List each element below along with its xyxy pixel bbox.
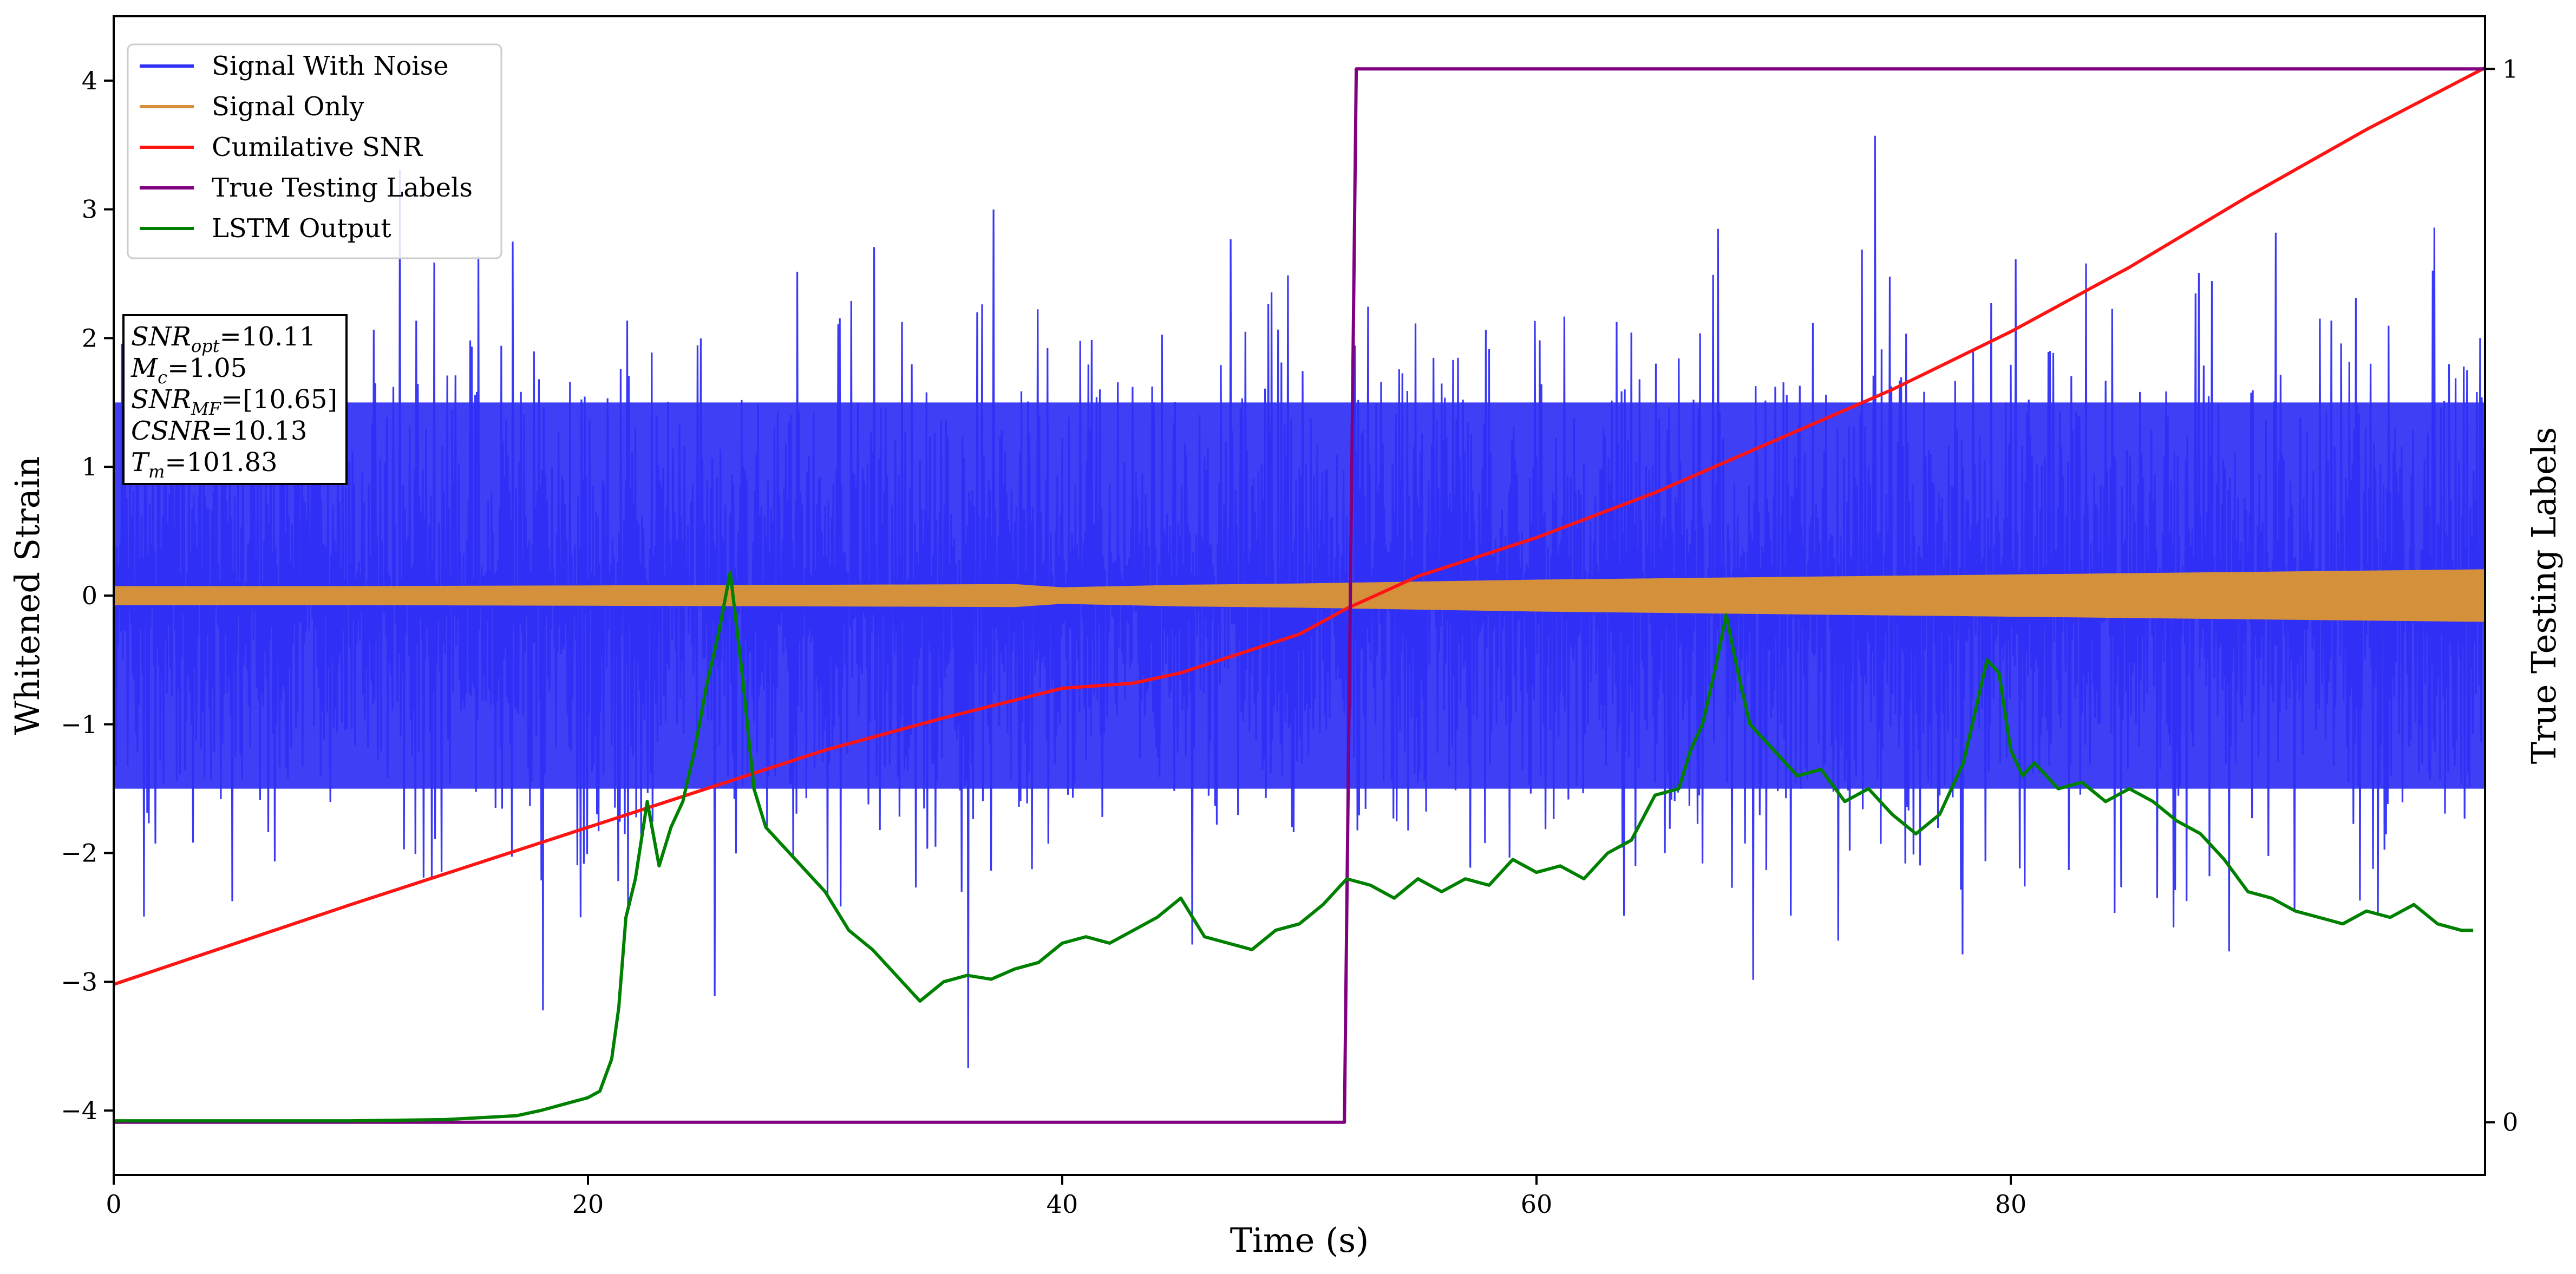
x-axis-ticks: 0 20 40 60 80	[106, 1175, 2026, 1219]
info-box: SNRopt=10.11Mc=1.05SNRMF=[10.65]CSNR=10.…	[122, 314, 348, 485]
legend-label-signal-with-noise: Signal With Noise	[212, 51, 449, 81]
legend-label-cumilative-snr: Cumilative SNR	[212, 132, 423, 162]
x-tick-label: 80	[1995, 1190, 2027, 1219]
info-value: =10.13	[211, 416, 308, 446]
y-tick-label: 2	[82, 323, 97, 352]
y-axis-title: Whitened Strain	[8, 456, 47, 735]
series-layer	[114, 66, 2485, 1124]
info-value: =10.11	[220, 322, 316, 352]
series-cumilative-snr-line	[114, 66, 2485, 986]
legend-label-signal-only: Signal Only	[212, 92, 364, 122]
y2-axis-ticks: 01	[2485, 54, 2518, 1137]
y-tick-label: −2	[61, 839, 97, 868]
info-subscript: opt	[191, 336, 220, 356]
info-value: =1.05	[167, 353, 247, 383]
x-tick-label: 40	[1047, 1190, 1078, 1219]
info-box-frame	[122, 314, 348, 485]
y2-tick-label: 1	[2502, 54, 2518, 83]
plot-area	[113, 15, 2486, 1176]
info-subscript: c	[158, 367, 167, 388]
y-axis-ticks: −4 −3 −2 −1 0 1 2 3 4	[61, 66, 114, 1125]
y2-tick-label: 0	[2502, 1108, 2518, 1137]
info-line: SNRMF=[10.65]	[131, 384, 337, 419]
info-subscript: MF	[191, 398, 222, 419]
legend-label-true-testing-labels: True Testing Labels	[212, 173, 473, 203]
info-line: CSNR=10.13	[131, 416, 307, 446]
legend: Signal With Noise Signal Only Cumilative S…	[127, 43, 502, 259]
x-tick-label: 0	[106, 1190, 121, 1219]
legend-box	[127, 43, 502, 259]
info-symbol: T	[131, 447, 150, 478]
x-tick-label: 20	[572, 1190, 604, 1219]
info-symbol: CSNR	[131, 416, 211, 446]
info-line: SNRopt=10.11	[131, 322, 316, 356]
series-signal-only-band	[114, 569, 2485, 622]
y-tick-label: −1	[61, 710, 97, 739]
x-axis-title: Time (s)	[1230, 1220, 1369, 1260]
series-true-testing-labels-line	[114, 67, 2485, 1124]
y-tick-label: 1	[82, 452, 97, 481]
info-value: =[10.65]	[221, 384, 337, 415]
y-tick-label: −3	[61, 967, 97, 996]
y2-axis-title: True Testing Labels	[2524, 427, 2564, 765]
info-symbol: SNR	[131, 322, 191, 352]
series-lstm-output-line	[114, 571, 2474, 1123]
legend-label-lstm-output: LSTM Output	[212, 213, 391, 244]
x-tick-label: 60	[1521, 1190, 1553, 1219]
y-tick-label: 0	[82, 581, 97, 610]
info-symbol: M	[130, 353, 159, 383]
info-value: =101.83	[165, 447, 277, 478]
info-symbol: SNR	[131, 384, 191, 415]
info-line: Mc=1.05	[130, 353, 247, 388]
info-line: Tm=101.83	[131, 447, 278, 482]
y-tick-label: 3	[82, 195, 97, 224]
y-tick-label: 4	[82, 66, 97, 95]
info-subscript: m	[148, 461, 165, 482]
y-tick-label: −4	[61, 1096, 97, 1125]
